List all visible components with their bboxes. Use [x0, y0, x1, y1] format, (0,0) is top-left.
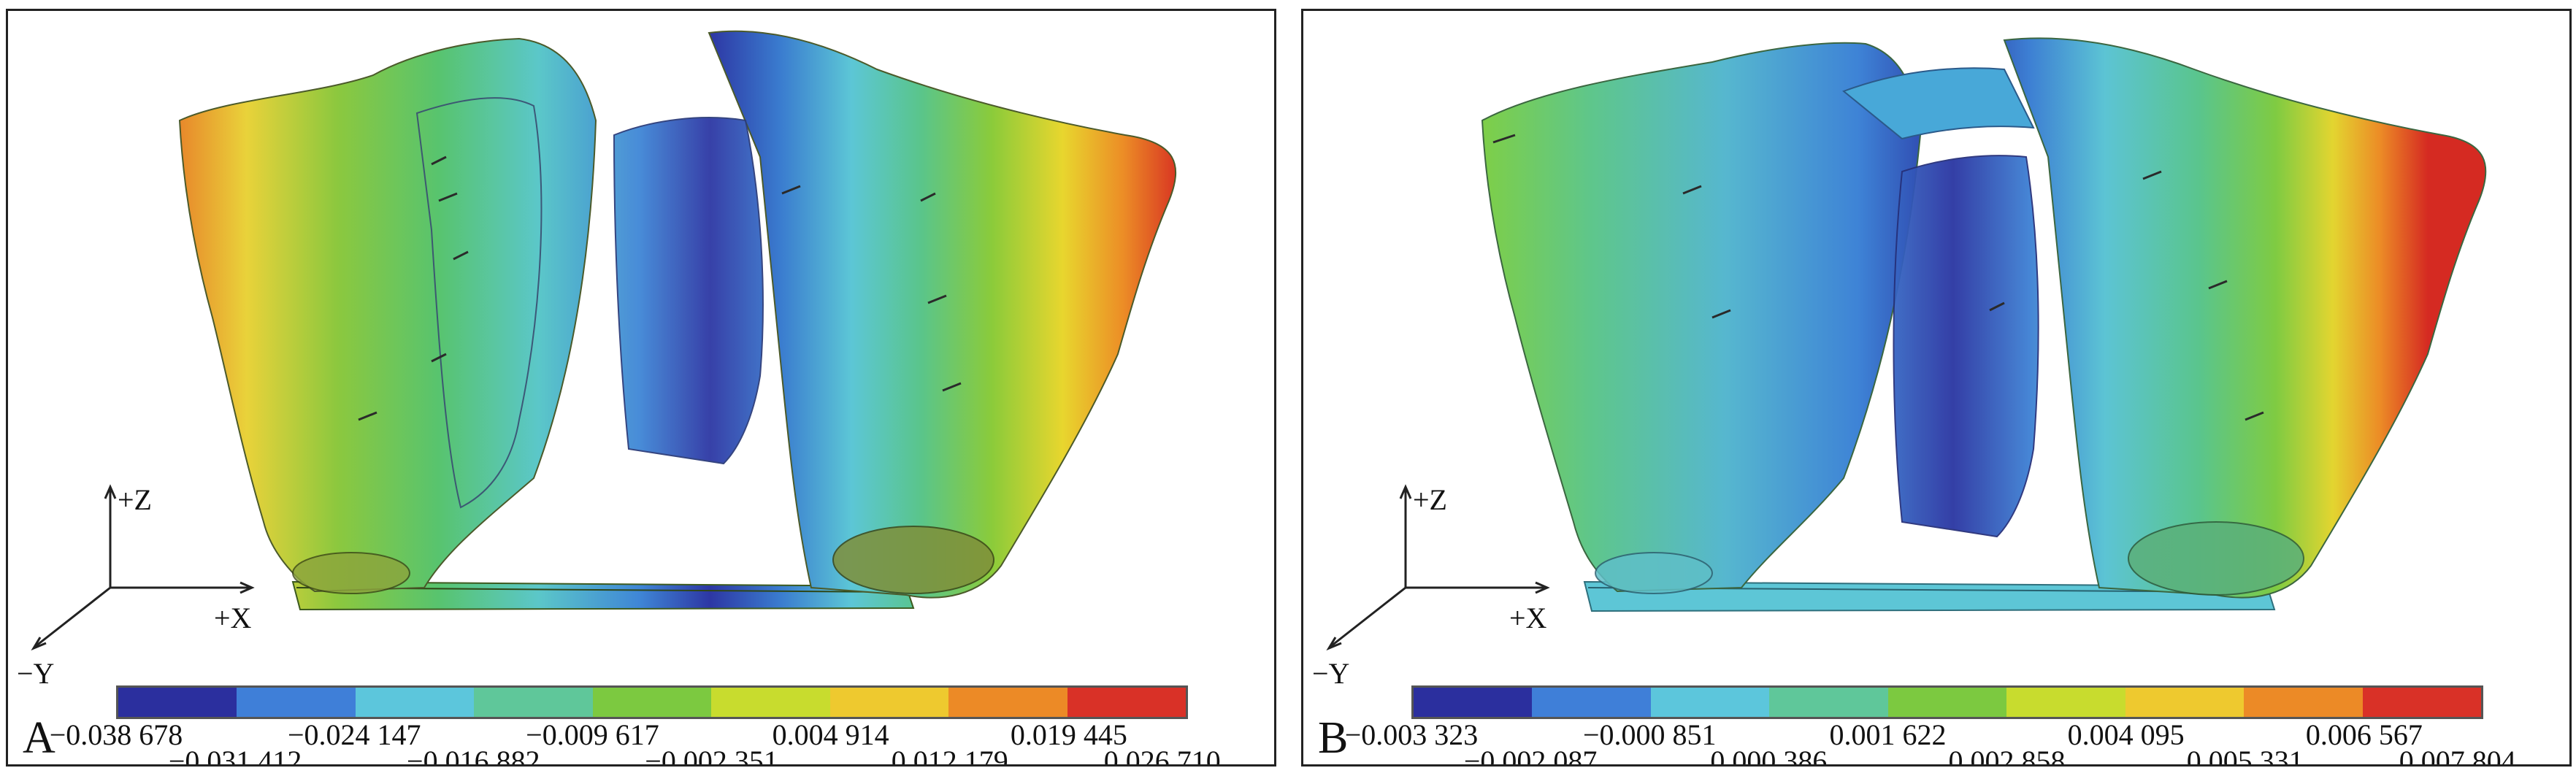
colorbar-segment	[355, 688, 475, 717]
colorbar-tick-label: 0.026 710	[1103, 745, 1221, 767]
displacement-model-b	[1326, 37, 2487, 651]
colorbar-segment	[1650, 688, 1770, 717]
colorbar-segment	[711, 688, 830, 717]
colorbar-tick-label: −0.038 678	[49, 718, 183, 751]
colorbar-segment	[948, 688, 1067, 717]
coordinate-axes-a	[31, 484, 255, 651]
colorbar-b	[1411, 685, 2483, 719]
colorbar-tick-label: 0.007 804	[2399, 745, 2516, 767]
colorbar-tick-label: −0.009 617	[526, 718, 659, 751]
panel-b: +Z +X −Y B −0.003 323 −0.000 851 0.001 622…	[1301, 9, 2572, 767]
colorbar-tick-label: 0.012 179	[891, 745, 1008, 767]
colorbar-tick-label: 0.005 331	[2186, 745, 2304, 767]
colorbar-tick-label: 0.002 858	[1948, 745, 2066, 767]
x-axis-label: +X	[1509, 602, 1547, 634]
colorbar-tick-label: −0.002 351	[645, 745, 778, 767]
colorbar-tick-label: 0.001 622	[1829, 718, 1947, 751]
colorbar-segment	[474, 688, 593, 717]
colorbar-segment	[118, 688, 237, 717]
panel-a: +Z +X −Y A −0.038 678 −0.024 147 −0.009 61…	[6, 9, 1276, 767]
colorbar-segment	[2362, 688, 2481, 717]
y-axis-label: −Y	[1312, 657, 1350, 690]
colorbar-segment	[2125, 688, 2245, 717]
panel-label-b: B	[1318, 713, 1349, 763]
panel-label-a: A	[23, 713, 55, 763]
z-axis-label: +Z	[1413, 483, 1447, 516]
colorbar-tick-label: −0.031 412	[168, 745, 302, 767]
colorbar-tick-label: −0.024 147	[287, 718, 421, 751]
z-axis-label: +Z	[118, 483, 152, 516]
colorbar-segment	[237, 688, 356, 717]
colorbar-tick-label: −0.003 323	[1344, 718, 1479, 751]
colorbar-tick-label: −0.016 882	[407, 745, 540, 767]
colorbar-tick-label: −0.002 087	[1463, 745, 1598, 767]
displacement-model-a	[31, 30, 1177, 651]
colorbar-tick-label: 0.006 567	[2305, 718, 2423, 751]
colorbar-tick-label: 0.004 095	[2067, 718, 2185, 751]
colorbar-segment	[1887, 688, 2007, 717]
colorbar-a	[116, 685, 1188, 719]
colorbar-tick-label: 0.000 386	[1710, 745, 1828, 767]
colorbar-tick-label: −0.000 851	[1582, 718, 1717, 751]
colorbar-segment	[2244, 688, 2363, 717]
colorbar-segment	[1769, 688, 1888, 717]
y-axis-label: −Y	[17, 657, 55, 690]
colorbar-segment	[592, 688, 712, 717]
x-axis-label: +X	[214, 602, 252, 634]
colorbar-tick-label: 0.004 914	[772, 718, 889, 751]
colorbar-segment	[2006, 688, 2125, 717]
colorbar-segment	[829, 688, 949, 717]
colorbar-segment	[1532, 688, 1651, 717]
colorbar-tick-label: 0.019 445	[1010, 718, 1127, 751]
colorbar-segment	[1067, 688, 1186, 717]
coordinate-axes-b	[1326, 484, 1550, 651]
colorbar-segment	[1414, 688, 1533, 717]
model-body-a	[178, 30, 1177, 611]
model-body-b	[1481, 37, 2487, 612]
